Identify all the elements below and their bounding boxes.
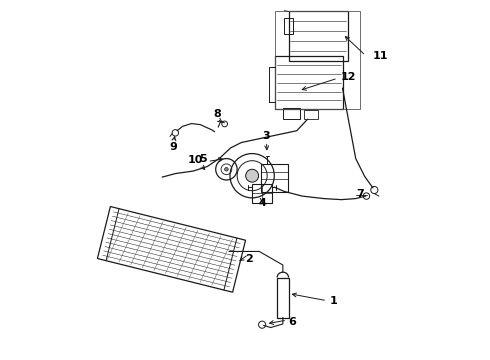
Bar bbox=[275, 57, 343, 109]
Bar bbox=[283, 108, 300, 119]
Bar bbox=[289, 12, 347, 62]
Text: 4: 4 bbox=[258, 198, 266, 208]
Text: 9: 9 bbox=[170, 142, 177, 152]
Bar bbox=[284, 18, 293, 34]
Bar bbox=[275, 12, 360, 109]
Text: 5: 5 bbox=[199, 154, 207, 164]
Text: 6: 6 bbox=[288, 317, 296, 327]
Text: 7: 7 bbox=[356, 189, 364, 199]
Text: 10: 10 bbox=[187, 156, 203, 165]
Bar bbox=[304, 111, 318, 119]
Circle shape bbox=[224, 167, 228, 171]
Bar bbox=[252, 184, 272, 203]
Text: 1: 1 bbox=[330, 296, 338, 306]
Bar bbox=[261, 164, 288, 192]
Text: 2: 2 bbox=[245, 254, 252, 264]
Bar bbox=[277, 278, 289, 318]
Text: 11: 11 bbox=[372, 51, 388, 61]
Text: 12: 12 bbox=[341, 72, 356, 82]
Text: 8: 8 bbox=[213, 109, 221, 119]
Circle shape bbox=[245, 169, 259, 182]
Text: 3: 3 bbox=[263, 131, 270, 141]
